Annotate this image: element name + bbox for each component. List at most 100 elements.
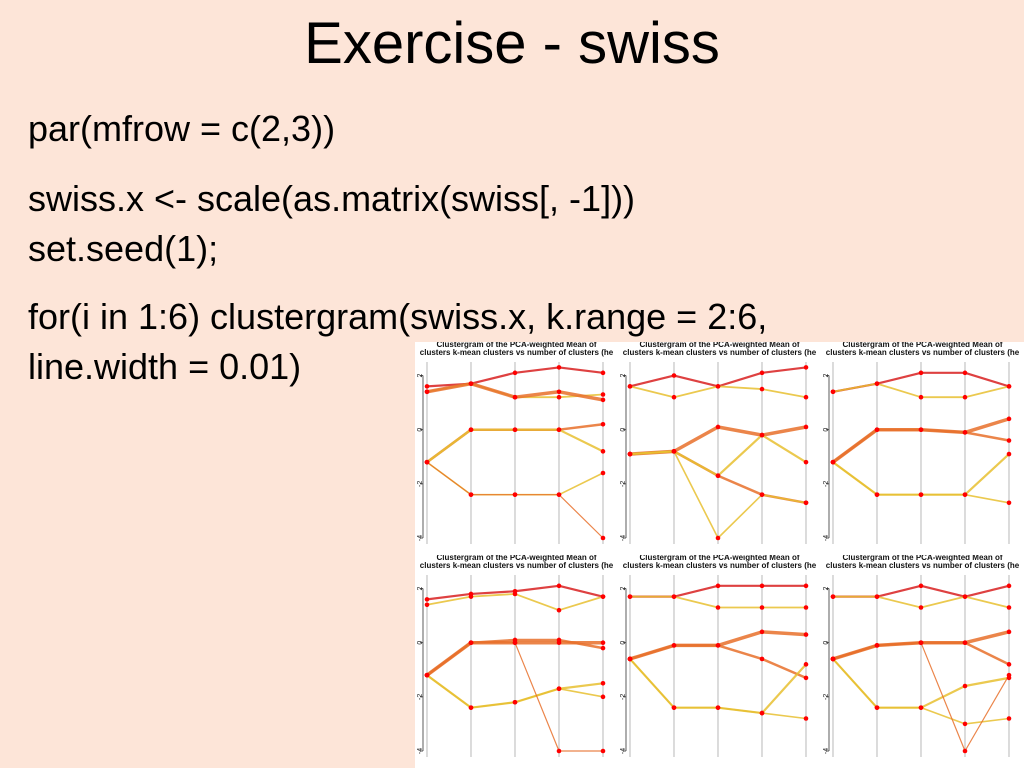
data-point [671,705,677,710]
y-tick-label: -2 [620,481,627,487]
y-tick-label: -4 [823,535,830,541]
data-point [759,605,765,610]
data-point [803,632,809,637]
data-point [1006,583,1012,589]
data-point [1006,672,1012,678]
data-point [556,394,562,400]
code-line: for(i in 1:6) clustergram(swiss.x, k.ran… [28,296,768,337]
data-point [671,373,677,378]
data-point [1006,438,1012,443]
clustergram-plot: 2 0 -2 -4 Clustergram of the PCA-weighted Me… [821,342,1024,555]
data-point [715,424,721,430]
data-point [600,640,606,645]
data-point [918,394,924,400]
data-point [424,384,430,389]
y-tick-label: 2 [417,586,424,590]
data-point [600,645,606,651]
y-tick-label: 0 [823,641,830,645]
y-tick-label: 2 [823,586,830,590]
data-point [874,427,880,432]
y-tick-label: -4 [620,748,627,754]
y-tick-label: 2 [823,373,830,377]
data-point [424,597,430,602]
plot-title: Clustergram of the PCA-weighted Mean of [436,555,597,562]
data-point [759,386,765,392]
data-point [918,705,924,710]
data-point [803,675,809,681]
data-point [715,643,721,648]
clustergram-plot: 2 0 -2 -4 Clustergram of the PCA-weighted Me… [415,342,618,555]
data-point [627,384,633,389]
data-point [1006,416,1012,422]
data-point [468,594,474,599]
data-point [600,421,606,427]
clustergram-chart: 2 0 -2 -4 [823,362,1012,544]
y-tick-label: -4 [620,535,627,541]
data-point [600,748,606,754]
plot-subtitle: clusters k-mean clusters vs number of cl… [622,348,817,357]
data-point [759,370,765,376]
data-point [512,427,518,432]
data-point [512,699,518,705]
data-point [600,449,606,454]
data-point [759,656,765,662]
clustergram-plots-panel: 2 0 -2 -4 Clustergram of the PCA-weighted Me… [415,342,1024,768]
data-point [556,637,562,643]
clustergram-plot: 2 0 -2 -4 Clustergram of the PCA-weighted Me… [415,555,618,768]
data-point [600,470,606,476]
data-point [803,605,809,610]
plot-subtitle: clusters k-mean clusters vs number of cl… [419,561,614,570]
data-point [512,370,518,376]
data-point [803,424,809,430]
data-point [803,662,809,667]
y-tick-label: -2 [417,481,424,487]
data-point [803,459,809,465]
data-point [556,583,562,589]
data-point [671,594,677,599]
data-point [671,643,677,648]
clustergram-plot: 2 0 -2 -4 Clustergram of the PCA-weighted Me… [618,342,821,555]
data-point [468,640,474,645]
data-point [512,591,518,597]
data-point [715,583,721,589]
data-point [918,492,924,497]
data-point [556,607,562,613]
data-point [556,389,562,395]
data-point [512,640,518,645]
data-point [803,500,809,506]
data-point [1006,500,1012,506]
data-point [627,594,633,599]
data-point [468,427,474,432]
data-point [962,594,968,599]
data-point [874,705,880,710]
code-line: set.seed(1); [28,228,219,269]
data-point [962,721,968,727]
clustergram-plot: 2 0 -2 -4 Clustergram of the PCA-weighted Me… [618,555,821,768]
data-point [759,492,765,497]
data-point [600,370,606,376]
y-tick-label: 0 [417,641,424,645]
data-point [671,394,677,400]
code-line: line.width = 0.01) [28,346,302,387]
data-point [1006,629,1012,635]
data-point [627,656,633,662]
y-tick-label: -4 [417,748,424,754]
data-point [556,748,562,754]
data-point [962,430,968,435]
y-tick-label: 2 [620,586,627,590]
data-point [556,492,562,497]
data-point [468,492,474,497]
data-point [803,394,809,400]
data-point [874,492,880,497]
data-point [424,459,430,465]
y-tick-label: -2 [620,694,627,700]
data-point [918,583,924,589]
data-point [918,605,924,610]
data-point [1006,451,1012,457]
data-point [830,459,836,465]
y-tick-label: -2 [417,694,424,700]
plot-title: Clustergram of the PCA-weighted Mean of [436,342,597,349]
data-point [962,370,968,376]
data-point [962,640,968,645]
data-point [424,389,430,395]
